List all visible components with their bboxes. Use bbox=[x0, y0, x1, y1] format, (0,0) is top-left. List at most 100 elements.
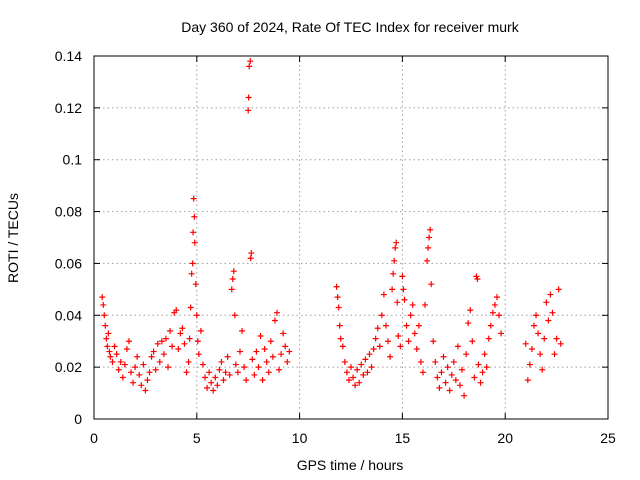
data-point bbox=[378, 312, 385, 319]
x-tick-label: 10 bbox=[292, 430, 308, 446]
data-point bbox=[387, 353, 394, 360]
data-point bbox=[419, 369, 426, 376]
data-point bbox=[444, 364, 451, 371]
data-point bbox=[226, 371, 233, 378]
x-axis-label: GPS time / hours bbox=[297, 457, 404, 473]
data-point bbox=[405, 338, 412, 345]
data-point bbox=[496, 312, 503, 319]
data-point bbox=[463, 351, 470, 358]
data-point bbox=[407, 312, 414, 319]
data-point bbox=[390, 270, 397, 277]
data-point bbox=[117, 358, 124, 365]
data-point bbox=[477, 379, 484, 386]
data-point bbox=[160, 351, 167, 358]
data-point bbox=[191, 213, 198, 220]
data-point bbox=[413, 345, 420, 352]
data-point bbox=[210, 387, 217, 394]
data-point bbox=[101, 312, 108, 319]
data-point bbox=[165, 364, 172, 371]
data-point bbox=[541, 335, 548, 342]
data-point bbox=[530, 322, 537, 329]
data-point bbox=[199, 361, 206, 368]
data-point bbox=[545, 317, 552, 324]
data-point bbox=[394, 299, 401, 306]
data-point bbox=[206, 369, 213, 376]
data-point bbox=[397, 343, 404, 350]
y-tick-label: 0.08 bbox=[55, 204, 82, 220]
data-point bbox=[105, 330, 112, 337]
data-point bbox=[102, 322, 109, 329]
data-point bbox=[193, 312, 200, 319]
data-point bbox=[422, 301, 429, 308]
data-point bbox=[467, 307, 474, 314]
data-point bbox=[150, 348, 157, 355]
data-point bbox=[334, 294, 341, 301]
data-point bbox=[498, 330, 505, 337]
data-point bbox=[267, 338, 274, 345]
data-point bbox=[341, 358, 348, 365]
data-point bbox=[524, 377, 531, 384]
data-point bbox=[169, 343, 176, 350]
data-point bbox=[144, 377, 151, 384]
data-point bbox=[343, 369, 350, 376]
data-point bbox=[479, 369, 486, 376]
x-tick-label: 0 bbox=[90, 430, 98, 446]
data-point bbox=[192, 281, 199, 288]
data-point bbox=[236, 348, 243, 355]
data-point bbox=[111, 343, 118, 350]
data-point bbox=[156, 358, 163, 365]
y-tick-labels: 0 0.02 0.04 0.06 0.08 0.1 0.12 0.14 bbox=[55, 48, 82, 427]
data-point bbox=[535, 330, 542, 337]
data-point bbox=[190, 195, 197, 202]
data-point bbox=[374, 325, 381, 332]
data-point bbox=[269, 353, 276, 360]
data-point bbox=[132, 364, 139, 371]
data-point bbox=[228, 286, 235, 293]
data-point bbox=[380, 291, 387, 298]
y-tick-label: 0.14 bbox=[55, 48, 82, 64]
data-point bbox=[555, 286, 562, 293]
data-point bbox=[220, 377, 227, 384]
data-point bbox=[257, 333, 264, 340]
data-point bbox=[246, 63, 253, 70]
data-point bbox=[448, 371, 455, 378]
x-tick-labels: 0 5 10 15 20 25 bbox=[90, 430, 616, 446]
data-point bbox=[243, 377, 250, 384]
data-point bbox=[230, 268, 237, 275]
data-point bbox=[186, 335, 193, 342]
data-point bbox=[229, 275, 236, 282]
data-point bbox=[533, 312, 540, 319]
data-point bbox=[241, 364, 248, 371]
data-point bbox=[119, 374, 126, 381]
data-point bbox=[204, 384, 211, 391]
data-point bbox=[216, 366, 223, 373]
data-point bbox=[245, 94, 252, 101]
data-point bbox=[385, 338, 392, 345]
data-point bbox=[528, 345, 535, 352]
data-point bbox=[362, 356, 369, 363]
data-point bbox=[335, 304, 342, 311]
data-point bbox=[539, 366, 546, 373]
data-point bbox=[427, 226, 434, 233]
y-tick-label: 0.02 bbox=[55, 359, 82, 375]
data-point bbox=[188, 270, 195, 277]
data-point bbox=[339, 343, 346, 350]
data-point bbox=[214, 382, 221, 389]
data-point bbox=[368, 364, 375, 371]
data-point bbox=[382, 322, 389, 329]
data-point bbox=[128, 369, 135, 376]
data-point bbox=[438, 369, 445, 376]
data-point bbox=[348, 364, 354, 371]
data-point bbox=[231, 312, 238, 319]
data-point bbox=[487, 322, 494, 329]
data-point bbox=[194, 338, 201, 345]
data-point bbox=[401, 296, 408, 303]
x-tick-label: 15 bbox=[395, 430, 411, 446]
data-point bbox=[543, 299, 550, 306]
data-point bbox=[428, 281, 435, 288]
data-point bbox=[483, 364, 490, 371]
data-point bbox=[261, 345, 268, 352]
data-point bbox=[146, 369, 153, 376]
data-point bbox=[136, 371, 143, 378]
data-point bbox=[551, 351, 558, 358]
